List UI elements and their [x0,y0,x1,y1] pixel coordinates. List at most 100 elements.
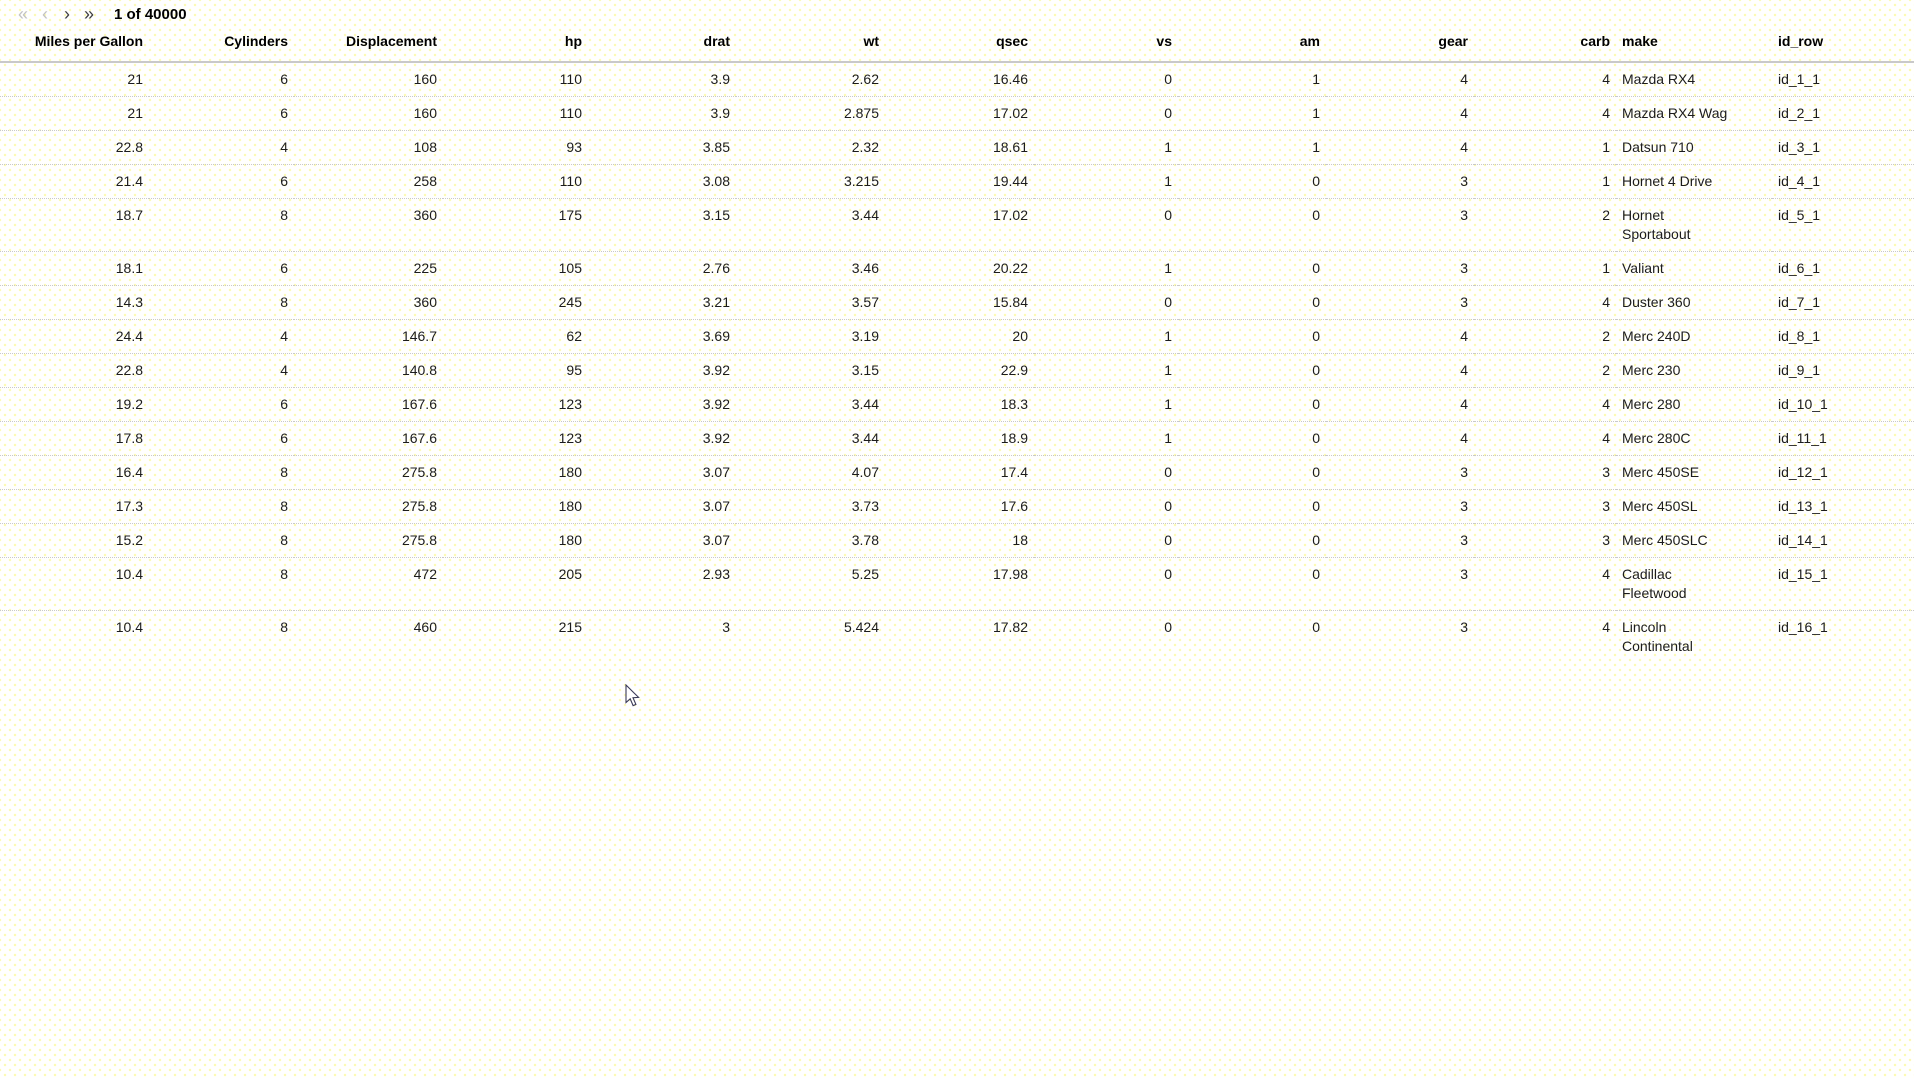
cell-gear[interactable]: 4 [1326,387,1474,422]
cell-vs[interactable]: 0 [1164,619,1172,635]
cell-mpg[interactable]: 18.1 [0,251,149,286]
cell-mpg[interactable]: 22.8 [0,353,149,388]
cell-mpg[interactable]: 17.8 [0,421,149,456]
cell-am[interactable]: 0 [1178,387,1326,422]
cell-am[interactable]: 0 [1178,421,1326,456]
cell-drat[interactable]: 3.92 [588,353,736,388]
cell-make[interactable]: Cadillac Fleetwood [1616,557,1772,611]
cell-vs[interactable]: 0 [1034,96,1178,131]
cell-am[interactable]: 0 [1178,523,1326,558]
cell-qsec[interactable]: 17.82 [992,619,1028,635]
cell-hp[interactable]: 110 [443,164,588,199]
cell-vs[interactable]: 1 [1034,130,1178,165]
cell-cyl[interactable]: 8 [149,557,294,611]
cell-gear[interactable]: 4 [1326,62,1474,97]
cell-am[interactable]: 0 [1178,319,1326,354]
cell-carb[interactable]: 4 [1474,387,1616,422]
cell-qsec[interactable]: 20 [885,319,1034,354]
first-page-button[interactable]: « [17,4,28,24]
cell-disp[interactable]: 275.8 [294,523,443,558]
cell-carb[interactable]: 3 [1474,489,1616,524]
cell-wt[interactable]: 3.19 [736,319,885,354]
cell-drat[interactable]: 3.85 [588,130,736,165]
cell-drat[interactable]: 3.9 [588,96,736,131]
cell-wt[interactable]: 3.73 [736,489,885,524]
cell-am[interactable]: 0 [1178,353,1326,388]
cell-qsec[interactable]: 15.84 [885,285,1034,320]
cell-id_row[interactable]: id_8_1 [1772,319,1914,354]
cell-gear[interactable]: 3 [1326,251,1474,286]
cell-hp[interactable]: 110 [443,62,588,97]
cell-mpg[interactable]: 24.4 [0,319,149,354]
cell-vs[interactable]: 0 [1034,62,1178,97]
cell-make[interactable]: Hornet Sportabout [1616,198,1772,252]
cell-gear[interactable]: 3 [1326,455,1474,490]
cell-qsec[interactable]: 20.22 [885,251,1034,286]
cell-gear[interactable]: 3 [1326,164,1474,199]
cell-disp[interactable]: 108 [294,130,443,165]
cell-hp[interactable]: 93 [443,130,588,165]
cell-id_row[interactable]: id_1_1 [1772,62,1914,97]
cell-cyl[interactable]: 6 [149,251,294,286]
cell-id_row[interactable]: id_3_1 [1772,130,1914,165]
cell-carb[interactable]: 4 [1602,619,1610,635]
cell-vs[interactable]: 1 [1034,387,1178,422]
cell-wt[interactable]: 3.44 [736,198,885,252]
cell-cyl[interactable]: 6 [149,62,294,97]
cell-cyl[interactable]: 8 [149,455,294,490]
cell-wt[interactable]: 3.15 [736,353,885,388]
cell-make[interactable]: Merc 240D [1616,319,1772,354]
cell-make[interactable]: Merc 450SE [1616,455,1772,490]
cell-make[interactable]: Valiant [1616,251,1772,286]
cell-disp[interactable]: 460 [413,619,437,635]
cell-make[interactable]: Datsun 710 [1616,130,1772,165]
cell-carb[interactable]: 2 [1474,353,1616,388]
cell-id_row[interactable]: id_7_1 [1772,285,1914,320]
cell-carb[interactable]: 2 [1474,198,1616,252]
cell-cyl[interactable]: 8 [149,285,294,320]
cell-cyl[interactable]: 6 [149,164,294,199]
cell-id_row[interactable]: id_14_1 [1772,523,1914,558]
cell-cyl[interactable]: 4 [149,319,294,354]
cell-make[interactable]: Merc 450SLC [1616,523,1772,558]
cell-mpg[interactable]: 22.8 [0,130,149,165]
cell-id_row[interactable]: id_6_1 [1772,251,1914,286]
cell-mpg[interactable]: 18.7 [0,198,149,252]
cell-wt[interactable]: 3.215 [736,164,885,199]
cell-qsec[interactable]: 17.4 [885,455,1034,490]
cell-vs[interactable]: 0 [1034,523,1178,558]
cell-mpg[interactable]: 19.2 [0,387,149,422]
cell-hp[interactable]: 245 [443,285,588,320]
cell-wt[interactable]: 2.32 [736,130,885,165]
cell-cyl[interactable]: 8 [149,523,294,558]
cell-vs[interactable]: 0 [1034,455,1178,490]
cell-hp[interactable]: 215 [558,619,582,635]
cell-wt[interactable]: 3.44 [736,421,885,456]
cell-gear[interactable]: 3 [1326,198,1474,252]
cell-am[interactable]: 1 [1178,62,1326,97]
cell-mpg[interactable]: 15.2 [0,523,149,558]
cell-id_row[interactable]: id_11_1 [1772,421,1914,456]
cell-make[interactable]: Merc 450SL [1616,489,1772,524]
cell-id_row[interactable]: id_15_1 [1772,557,1914,611]
cell-cyl[interactable]: 6 [149,96,294,131]
cell-am[interactable]: 1 [1178,130,1326,165]
last-page-button[interactable]: » [83,4,94,24]
cell-disp[interactable]: 167.6 [294,421,443,456]
cell-make[interactable]: Merc 280 [1616,387,1772,422]
cell-hp[interactable]: 175 [443,198,588,252]
cell-drat[interactable]: 3.92 [588,421,736,456]
cell-carb[interactable]: 4 [1474,96,1616,131]
cell-disp[interactable]: 360 [294,198,443,252]
cell-hp[interactable]: 205 [443,557,588,611]
cell-vs[interactable]: 1 [1034,353,1178,388]
cell-wt[interactable]: 5.424 [843,619,879,635]
cell-qsec[interactable]: 16.46 [885,62,1034,97]
cell-cyl[interactable]: 4 [149,353,294,388]
cell-carb[interactable]: 1 [1474,251,1616,286]
cell-gear[interactable]: 3 [1326,523,1474,558]
cell-drat[interactable]: 2.93 [588,557,736,611]
cell-wt[interactable]: 3.78 [736,523,885,558]
cell-make[interactable]: Duster 360 [1616,285,1772,320]
cell-qsec[interactable]: 17.02 [885,96,1034,131]
